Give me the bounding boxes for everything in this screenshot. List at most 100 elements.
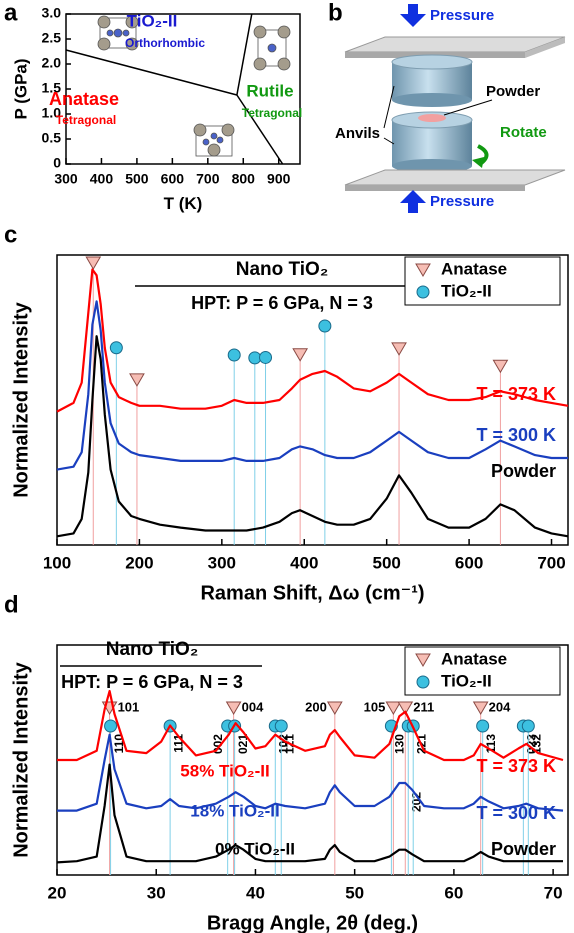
anatase-marker bbox=[397, 701, 414, 715]
x-tick-label: 300 bbox=[54, 171, 78, 187]
pressure-label: Pressure bbox=[430, 7, 494, 24]
spectrum-line bbox=[56, 335, 569, 538]
legend-label: Anatase bbox=[441, 259, 507, 278]
series-annotation: 18% TiO₂-II bbox=[190, 801, 279, 820]
x-tick-label: 300 bbox=[208, 553, 236, 572]
legend-symbol bbox=[415, 263, 431, 277]
crystal-icon bbox=[193, 123, 235, 157]
y-axis-title: Normalized Intensity bbox=[10, 301, 32, 497]
series-annotation: 0% TiO₂-II bbox=[215, 839, 295, 858]
anatase-marker bbox=[129, 373, 145, 387]
legend-label: Anatase bbox=[441, 649, 507, 668]
chart-title: Nano TiO₂ bbox=[106, 639, 199, 660]
peak-label: 211 bbox=[413, 699, 434, 714]
y-tick-label: 0.5 bbox=[42, 130, 62, 146]
spectrum-line bbox=[56, 268, 569, 413]
anatase-marker bbox=[326, 701, 343, 715]
y-tick-label: 1.0 bbox=[42, 105, 62, 121]
y-axis-title: P (GPa) bbox=[11, 58, 30, 119]
pressure-label: Pressure bbox=[430, 193, 494, 210]
x-tick-label: 700 bbox=[537, 553, 565, 572]
tio2-ii-marker bbox=[259, 350, 273, 364]
x-axis-title: Raman Shift, Δω (cm⁻¹) bbox=[200, 583, 424, 605]
series-label: T = 373 K bbox=[476, 756, 556, 776]
series-label: T = 300 K bbox=[476, 425, 556, 445]
y-tick-label: 2.0 bbox=[42, 55, 62, 71]
anatase-marker bbox=[225, 701, 242, 715]
anatase-marker bbox=[85, 256, 102, 270]
peak-label: 105 bbox=[364, 699, 386, 714]
region-label: TiO₂-II bbox=[127, 11, 178, 30]
panel-label: a bbox=[4, 0, 18, 26]
peak-label: 002 bbox=[211, 734, 225, 754]
x-tick-label: 500 bbox=[372, 553, 400, 572]
rotate-label: Rotate bbox=[500, 124, 547, 141]
y-axis-title: Normalized Intensity bbox=[10, 661, 32, 857]
x-tick-label: 700 bbox=[196, 171, 220, 187]
tio2-ii-marker bbox=[109, 341, 123, 355]
anvils-label: Anvils bbox=[335, 125, 380, 142]
series-label: Powder bbox=[491, 839, 556, 859]
peak-label: 200 bbox=[305, 699, 327, 714]
anatase-marker bbox=[472, 701, 489, 715]
legend-symbol bbox=[415, 653, 431, 667]
x-tick-label: 600 bbox=[455, 553, 483, 572]
spectrum-line bbox=[56, 300, 568, 471]
rotate-arrow bbox=[472, 157, 484, 168]
crystal-icon bbox=[253, 25, 291, 71]
tio2-ii-marker bbox=[476, 719, 490, 733]
y-tick-label: 3.0 bbox=[42, 5, 62, 21]
legend-label: TiO₂-II bbox=[441, 671, 492, 690]
x-tick-label: 800 bbox=[232, 171, 256, 187]
tio2-ii-marker bbox=[318, 319, 332, 333]
plate bbox=[525, 37, 565, 58]
legend-box bbox=[404, 646, 561, 696]
x-axis-title: T (K) bbox=[164, 194, 203, 213]
legend-label: TiO₂-II bbox=[441, 281, 492, 300]
x-tick-label: 60 bbox=[444, 883, 463, 902]
x-tick-label: 400 bbox=[290, 553, 318, 572]
peak-label: 101 bbox=[118, 699, 140, 714]
region-label: Anatase bbox=[49, 89, 119, 109]
series-label: Powder bbox=[491, 461, 556, 481]
region-label: Tetragonal bbox=[242, 106, 302, 120]
legend-symbol bbox=[416, 285, 430, 299]
arrow bbox=[400, 190, 426, 213]
x-tick-label: 100 bbox=[43, 553, 71, 572]
chart-title: Nano TiO₂ bbox=[236, 259, 329, 280]
powder bbox=[418, 114, 446, 122]
tio2-ii-marker bbox=[521, 719, 535, 733]
x-tick-label: 50 bbox=[345, 883, 364, 902]
leader-line bbox=[383, 85, 395, 145]
anatase-marker bbox=[385, 701, 402, 715]
anatase-marker bbox=[492, 359, 509, 374]
chart-subtitle: HPT: P = 6 GPa, N = 3 bbox=[191, 293, 373, 313]
x-tick-label: 600 bbox=[161, 171, 185, 187]
x-tick-label: 70 bbox=[544, 883, 563, 902]
spectrum-line bbox=[57, 689, 564, 762]
peak-label: 130 bbox=[393, 734, 407, 754]
y-tick-label: 1.5 bbox=[42, 80, 62, 96]
tio2-ii-marker bbox=[227, 348, 241, 362]
tio2-ii-marker bbox=[274, 719, 288, 733]
x-tick-label: 900 bbox=[267, 171, 291, 187]
plate bbox=[345, 185, 525, 191]
y-tick-label: 0 bbox=[53, 155, 61, 171]
peak-label: 004 bbox=[242, 699, 264, 714]
phase-boundary bbox=[65, 49, 238, 96]
anvil bbox=[391, 54, 473, 70]
plate bbox=[344, 169, 566, 186]
panel-label: d bbox=[4, 591, 19, 618]
x-tick-label: 20 bbox=[48, 883, 67, 902]
series-annotation: 58% TiO₂-II bbox=[180, 761, 269, 780]
crystal-icon bbox=[97, 15, 139, 51]
leader-line bbox=[443, 99, 493, 116]
phase-boundary bbox=[236, 13, 253, 96]
tio2-ii-marker bbox=[104, 719, 118, 733]
plot-frame bbox=[56, 254, 569, 546]
chart-subtitle: HPT: P = 6 GPa, N = 3 bbox=[61, 672, 243, 692]
peak-label: 021 bbox=[236, 734, 250, 754]
x-tick-label: 400 bbox=[90, 171, 114, 187]
series-label: T = 300 K bbox=[476, 803, 556, 823]
